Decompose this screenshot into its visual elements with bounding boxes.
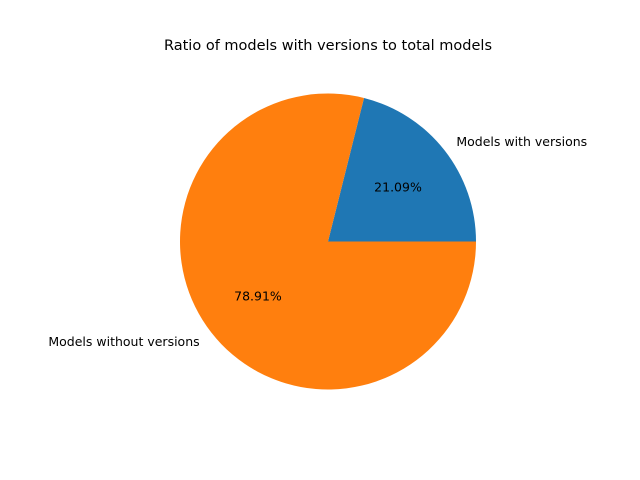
slice-label-1: Models without versions [48, 334, 199, 349]
percent-label-0: 21.09% [374, 179, 422, 194]
percent-label-1: 78.91% [234, 289, 282, 304]
chart-title: Ratio of models with versions to total m… [164, 38, 492, 54]
slice-label-0: Models with versions [456, 134, 587, 149]
pie-slice-1 [179, 93, 476, 390]
pie-slice-0 [328, 97, 476, 242]
pie-slices [179, 93, 476, 390]
pie-labels: Models with versions 21.09% Models without… [48, 134, 587, 349]
